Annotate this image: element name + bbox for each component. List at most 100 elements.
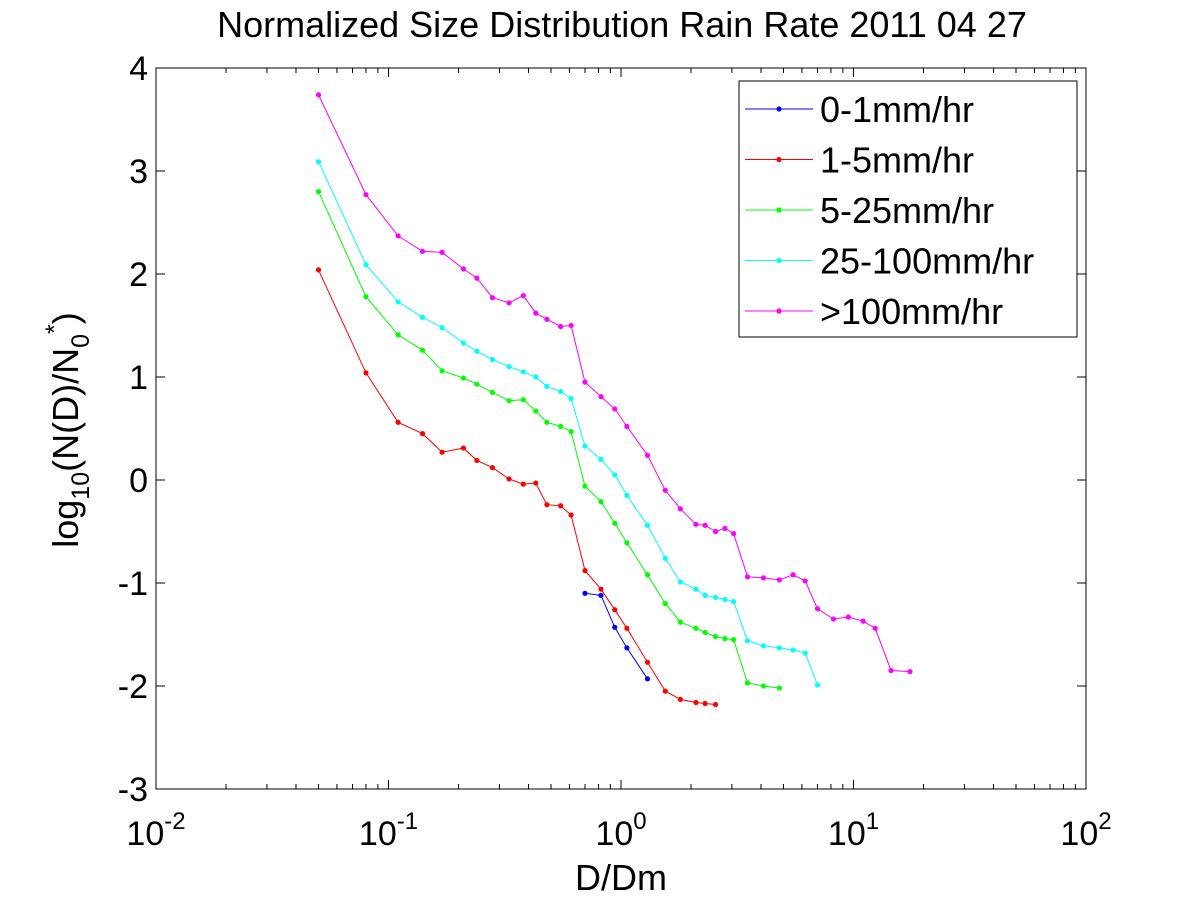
data-point (712, 633, 719, 640)
data-point (544, 419, 550, 425)
y-label-n0-subscript: 0 (67, 334, 95, 348)
data-point (845, 614, 851, 620)
data-point (520, 397, 526, 403)
data-point (644, 676, 651, 682)
data-point (722, 636, 728, 642)
data-point (598, 499, 604, 505)
data-point (814, 682, 821, 688)
series-line (318, 161, 818, 686)
data-point (474, 348, 480, 354)
x-tick-exponent: 1 (866, 808, 879, 835)
data-point (489, 295, 496, 301)
data-point (702, 522, 708, 528)
data-point (712, 594, 719, 601)
data-point (582, 379, 588, 385)
data-point (568, 322, 574, 329)
data-point (395, 419, 401, 425)
legend-items: 0-1mm/hr 1-5mm/hr 5-25mm/hr 25-100mm/hr >100… (745, 89, 1034, 332)
data-point (582, 483, 588, 489)
legend-label: 25-100mm/hr (820, 241, 1034, 282)
y-tick-label: 4 (129, 50, 148, 88)
data-point (730, 598, 737, 605)
data-point (744, 638, 751, 644)
data-point (662, 555, 668, 561)
data-point (693, 699, 699, 706)
data-point (474, 275, 480, 281)
y-tick-label: -1 (118, 565, 148, 603)
y-axis-label: log10(N(D)/N0*) (41, 312, 95, 547)
data-point (568, 428, 574, 435)
legend-item: 25-100mm/hr (745, 241, 1034, 282)
data-point (315, 267, 322, 273)
series-line (318, 94, 911, 673)
data-point (677, 506, 683, 512)
data-point (624, 540, 630, 546)
x-tick-exponent: -1 (397, 808, 418, 835)
data-point (520, 369, 526, 375)
data-point (489, 356, 496, 363)
data-point (644, 659, 651, 665)
data-point (582, 568, 588, 574)
y-tick-label: 3 (129, 153, 148, 191)
legend-marker (776, 257, 782, 264)
data-point (439, 249, 445, 255)
data-point (506, 364, 512, 370)
data-point (730, 530, 737, 537)
legend-label: 0-1mm/hr (820, 89, 974, 130)
data-point (677, 619, 683, 625)
series-2 (315, 189, 782, 691)
data-point (760, 575, 767, 581)
legend-item: 0-1mm/hr (745, 89, 974, 130)
data-point (315, 159, 322, 165)
x-tick-exponent: -2 (164, 808, 185, 835)
data-point (624, 423, 630, 430)
data-point (802, 578, 808, 584)
series-3 (315, 159, 821, 688)
data-point (907, 668, 913, 675)
data-point (702, 592, 708, 598)
data-point (544, 502, 550, 508)
x-tick-label: 10-1 (359, 808, 418, 853)
legend-marker (776, 106, 782, 112)
data-point (558, 323, 564, 330)
data-point (598, 592, 604, 598)
data-point (662, 601, 668, 607)
data-point (612, 624, 618, 630)
data-point (790, 647, 796, 653)
series-1 (315, 267, 719, 708)
x-axis-label: D/Dm (575, 857, 667, 898)
legend-label: >100mm/hr (820, 291, 1003, 332)
data-point (702, 700, 708, 707)
data-point (558, 503, 564, 509)
y-tick-label: 2 (129, 256, 148, 294)
axis-ticks (155, 67, 1087, 790)
data-point (533, 310, 539, 316)
y-tick-labels: 4 3 2 1 0 -1 -2 -3 (118, 50, 148, 809)
data-point (702, 629, 708, 636)
data-point (419, 314, 426, 320)
data-point (533, 374, 539, 380)
data-point (722, 525, 728, 532)
data-point (544, 316, 550, 322)
data-point (558, 388, 564, 395)
data-point (693, 521, 699, 527)
legend-item: 5-25mm/hr (745, 190, 994, 231)
data-point (598, 393, 604, 400)
data-point (693, 586, 699, 592)
data-point (460, 266, 467, 272)
x-tick-base: 10 (595, 815, 633, 853)
data-point (506, 300, 512, 306)
data-point (598, 456, 604, 462)
data-point (419, 347, 426, 353)
data-point (802, 650, 808, 656)
x-tick-base: 10 (1060, 815, 1098, 853)
data-point (644, 572, 651, 578)
data-point (419, 248, 426, 254)
y-tick-label: -3 (118, 771, 148, 809)
data-point (662, 688, 668, 694)
data-point (624, 492, 630, 499)
data-point (612, 406, 618, 412)
y-label-log-base: 10 (67, 472, 95, 500)
legend-marker (776, 156, 782, 163)
